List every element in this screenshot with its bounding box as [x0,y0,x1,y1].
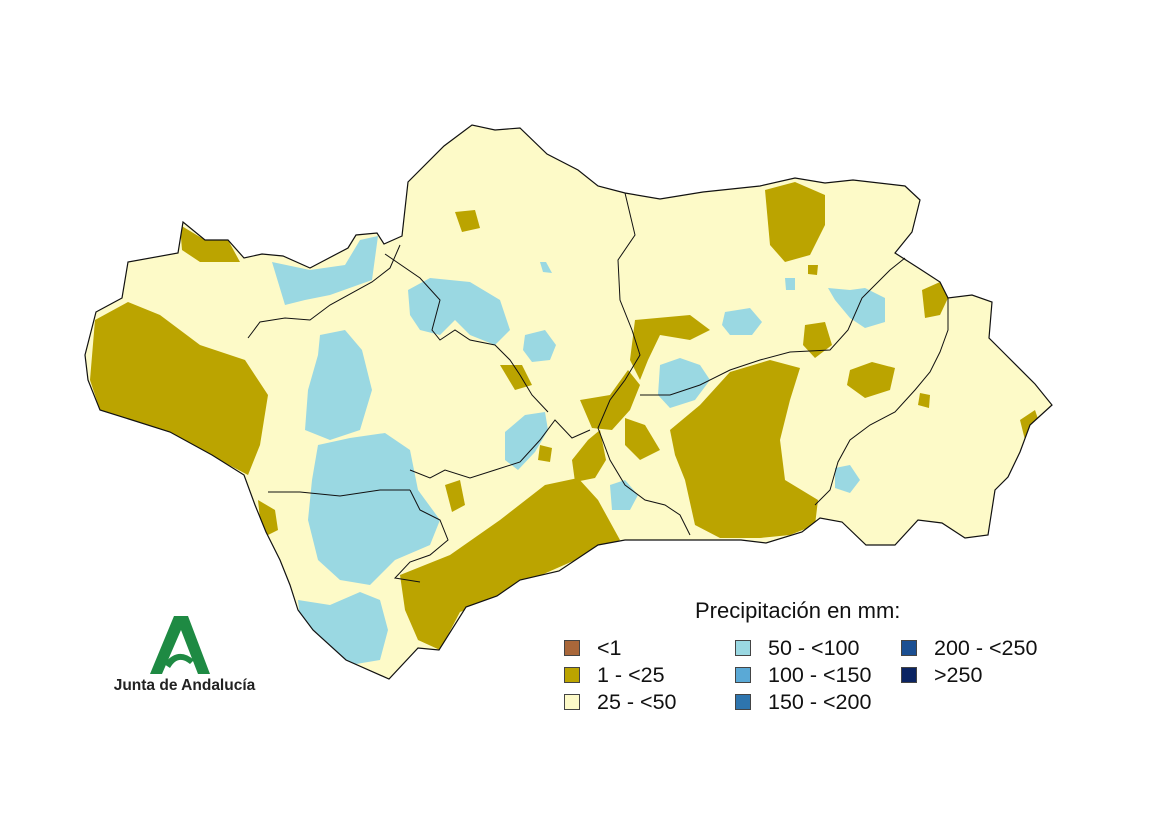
legend-label: >250 [934,662,983,687]
legend-item: 200 - <250 [901,636,1037,660]
legend-swatch [564,640,580,656]
legend-swatch [564,694,580,710]
junta-logo-icon [150,616,210,674]
legend-item: 1 - <25 [564,663,665,687]
logo-text: Junta de Andalucía [113,677,256,694]
class-50-100-areas [272,236,885,665]
legend-item: 100 - <150 [735,663,871,687]
legend-swatch [564,667,580,683]
legend-swatch [735,667,751,683]
legend-label: <1 [597,635,622,660]
junta-logo: Junta de Andalucía [112,612,257,702]
legend-label: 150 - <200 [768,689,872,714]
legend-item: 50 - <100 [735,636,859,660]
legend-swatch [735,694,751,710]
legend-label: 200 - <250 [934,635,1038,660]
legend-item: 25 - <50 [564,690,677,714]
legend-label: 25 - <50 [597,689,677,714]
legend-item: 150 - <200 [735,690,871,714]
legend-label: 50 - <100 [768,635,860,660]
province-borders [247,192,949,583]
legend-swatch [901,667,917,683]
legend-label: 100 - <150 [768,662,872,687]
legend-swatch [901,640,917,656]
legend-item: >250 [901,663,982,687]
legend-label: 1 - <25 [597,662,665,687]
legend-title: Precipitación en mm: [695,598,901,623]
legend-swatch [735,640,751,656]
class-1-25-areas [90,182,1040,650]
legend-item: <1 [564,636,622,660]
